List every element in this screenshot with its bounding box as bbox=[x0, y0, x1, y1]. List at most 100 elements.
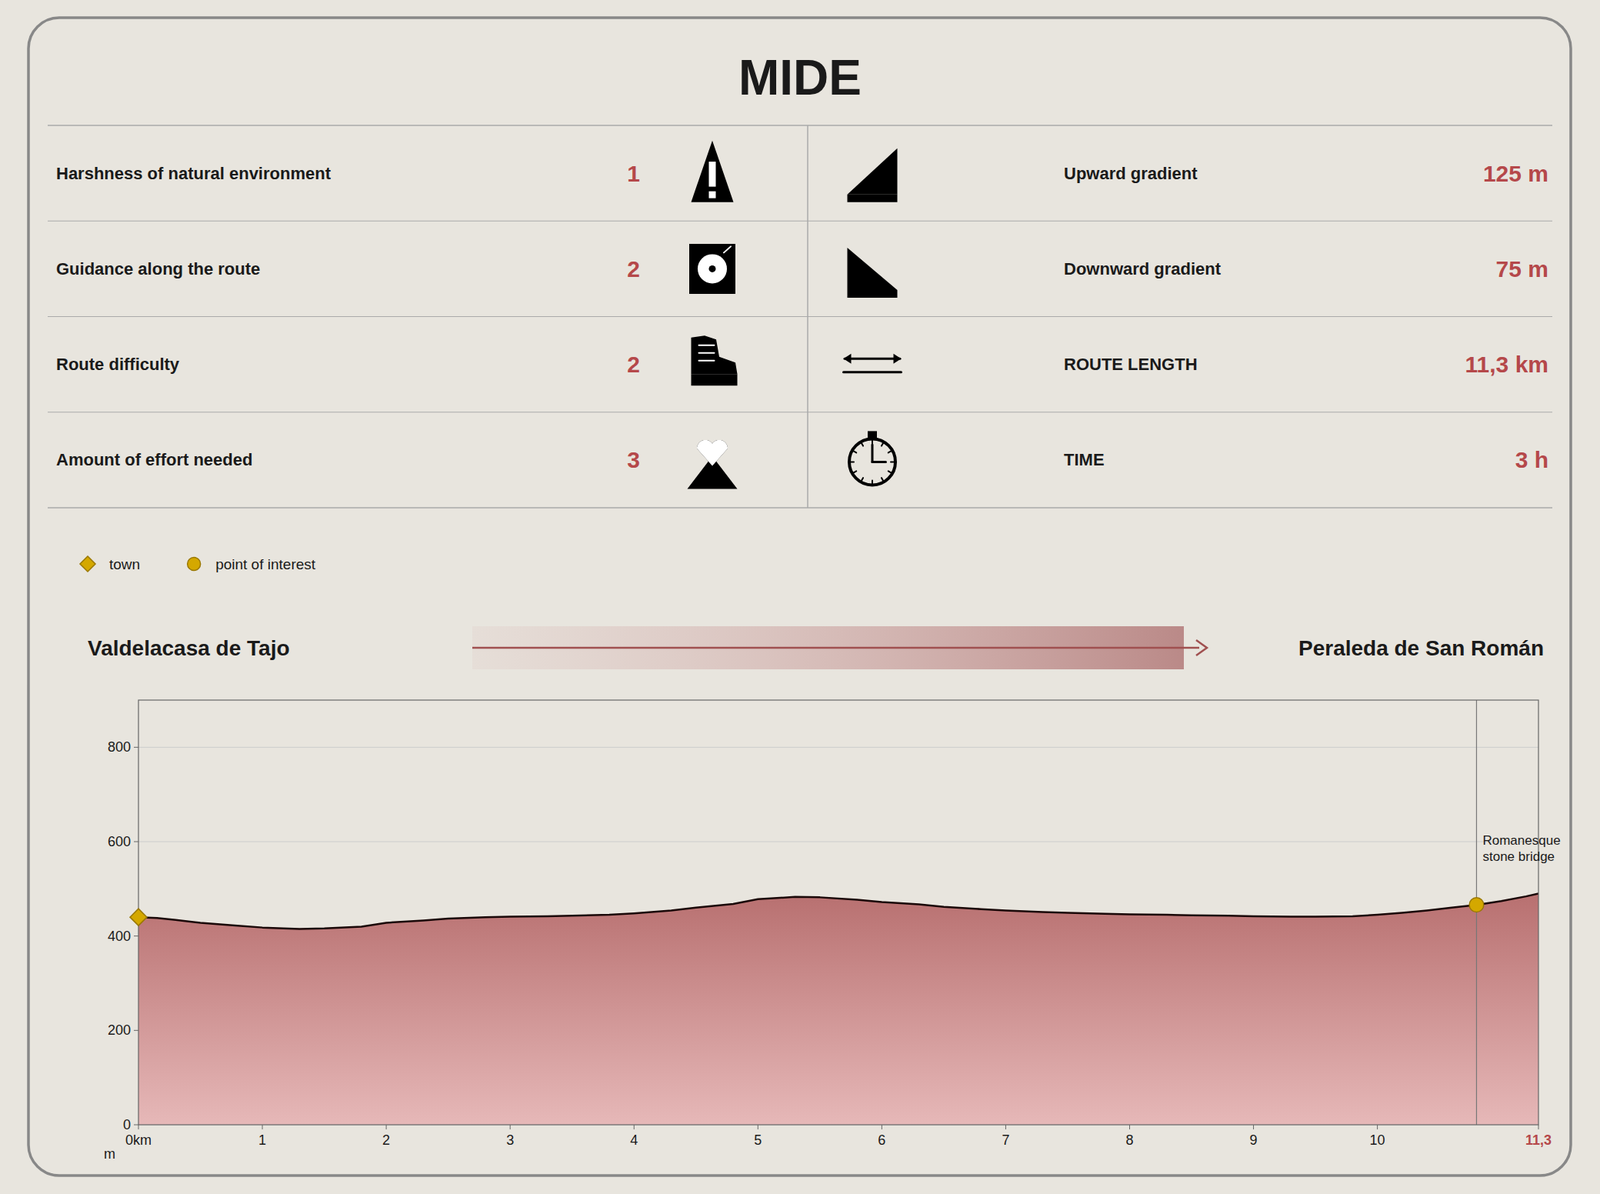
icon-shape bbox=[871, 444, 874, 463]
icon-shape bbox=[847, 194, 898, 203]
row-label: TIME bbox=[1063, 450, 1105, 470]
tick bbox=[881, 1124, 883, 1130]
tick-label: 8 bbox=[1125, 1132, 1134, 1148]
icon-shape bbox=[847, 290, 898, 298]
divider bbox=[47, 411, 1553, 413]
tick-label: 0km bbox=[125, 1132, 152, 1148]
icon-shape bbox=[881, 442, 884, 446]
tick bbox=[133, 1030, 139, 1031]
direction-arrow-head bbox=[1196, 640, 1207, 656]
plot-data bbox=[138, 700, 1539, 1125]
tick bbox=[1129, 1124, 1130, 1130]
grid-line bbox=[138, 746, 1539, 748]
grid-line bbox=[138, 841, 1539, 843]
row-label: Harshness of natural environment bbox=[56, 163, 332, 184]
icon-shape bbox=[853, 470, 857, 474]
icon-shape bbox=[888, 470, 892, 474]
tick bbox=[1376, 1124, 1378, 1130]
icon bbox=[689, 243, 736, 294]
icon bbox=[849, 430, 896, 485]
tick bbox=[133, 935, 139, 937]
icon-shape bbox=[699, 344, 715, 347]
tick-label: 5 bbox=[753, 1132, 762, 1148]
row-label: Guidance along the route bbox=[56, 259, 260, 279]
row-value: 11,3 km bbox=[1465, 351, 1549, 377]
icon-shape bbox=[844, 357, 900, 360]
icon-shape bbox=[890, 460, 895, 463]
icon bbox=[847, 148, 898, 203]
divider bbox=[47, 124, 1553, 127]
axis-label: m bbox=[103, 1146, 116, 1162]
plot-frame bbox=[138, 700, 1539, 1125]
row-label: Route difficulty bbox=[56, 354, 180, 374]
row-value: 125 m bbox=[1483, 160, 1549, 187]
tick bbox=[133, 841, 139, 843]
divider bbox=[47, 506, 1553, 509]
background bbox=[0, 0, 1600, 1194]
tick bbox=[386, 1124, 387, 1130]
icon-shape bbox=[709, 265, 717, 273]
end-label: Peraleda de San Román bbox=[1298, 636, 1544, 660]
row-label: Downward gradient bbox=[1063, 259, 1222, 279]
legend-label: point of interest bbox=[215, 556, 317, 573]
tick bbox=[138, 1124, 140, 1130]
tick bbox=[133, 746, 139, 748]
legend-label: town bbox=[109, 556, 140, 573]
icon-shape bbox=[709, 191, 717, 199]
icon-shape bbox=[696, 440, 728, 467]
tick bbox=[133, 1124, 139, 1126]
icon-shape bbox=[709, 161, 717, 187]
icon-shape bbox=[853, 450, 857, 454]
start-label: Valdelacasa de Tajo bbox=[87, 636, 290, 660]
tick bbox=[262, 1124, 264, 1130]
row-value: 1 bbox=[626, 160, 640, 187]
tick-label: 6 bbox=[877, 1132, 886, 1148]
tick-label: 7 bbox=[1001, 1132, 1010, 1148]
tick bbox=[510, 1124, 511, 1130]
icon-shape bbox=[843, 370, 902, 374]
title: MIDE bbox=[738, 50, 862, 106]
legend-swatch bbox=[187, 557, 201, 571]
icon-shape bbox=[893, 353, 902, 364]
tick-label: 9 bbox=[1250, 1132, 1258, 1148]
divider bbox=[47, 220, 1553, 222]
direction-arrow bbox=[472, 646, 1200, 650]
tick-label: 400 bbox=[107, 928, 131, 944]
icon-shape bbox=[872, 460, 887, 464]
tick bbox=[1253, 1124, 1254, 1130]
row-label: Upward gradient bbox=[1063, 163, 1198, 184]
divider bbox=[47, 316, 1553, 317]
point-marker bbox=[1469, 897, 1484, 913]
tick-label: 3 bbox=[506, 1132, 514, 1148]
tick-label: 800 bbox=[107, 739, 131, 755]
annotation-line-text: Romanesque bbox=[1482, 833, 1560, 848]
row-value: 2 bbox=[626, 351, 640, 377]
icon bbox=[691, 140, 734, 203]
icon-shape bbox=[867, 430, 877, 439]
icon-shape bbox=[843, 353, 852, 364]
border bbox=[28, 17, 1571, 1176]
icon-shape bbox=[847, 148, 898, 195]
tick-label: 4 bbox=[630, 1132, 638, 1148]
icon-shape bbox=[888, 450, 892, 454]
icon-shape bbox=[697, 253, 727, 284]
plot-area bbox=[138, 700, 1539, 1125]
icon-shape bbox=[691, 373, 738, 386]
chart: MIDE Harshness of natural environment 1 Gui… bbox=[0, 0, 1600, 1194]
tick bbox=[1538, 1124, 1540, 1130]
icon-shape bbox=[696, 440, 728, 467]
legend-swatch bbox=[80, 556, 96, 572]
tick-label: 600 bbox=[107, 833, 131, 850]
icon-shape bbox=[861, 477, 864, 481]
icon bbox=[847, 247, 898, 298]
icon-shape bbox=[699, 360, 715, 362]
row-label: ROUTE LENGTH bbox=[1063, 354, 1198, 374]
row-value: 3 bbox=[626, 446, 640, 473]
profile-area bbox=[138, 893, 1539, 1125]
icon-shape bbox=[849, 438, 896, 485]
icon-shape bbox=[881, 477, 884, 481]
profile-line bbox=[138, 893, 1539, 929]
icon-shape bbox=[723, 246, 731, 253]
icon-shape bbox=[871, 480, 874, 484]
icon-shape bbox=[861, 442, 864, 446]
